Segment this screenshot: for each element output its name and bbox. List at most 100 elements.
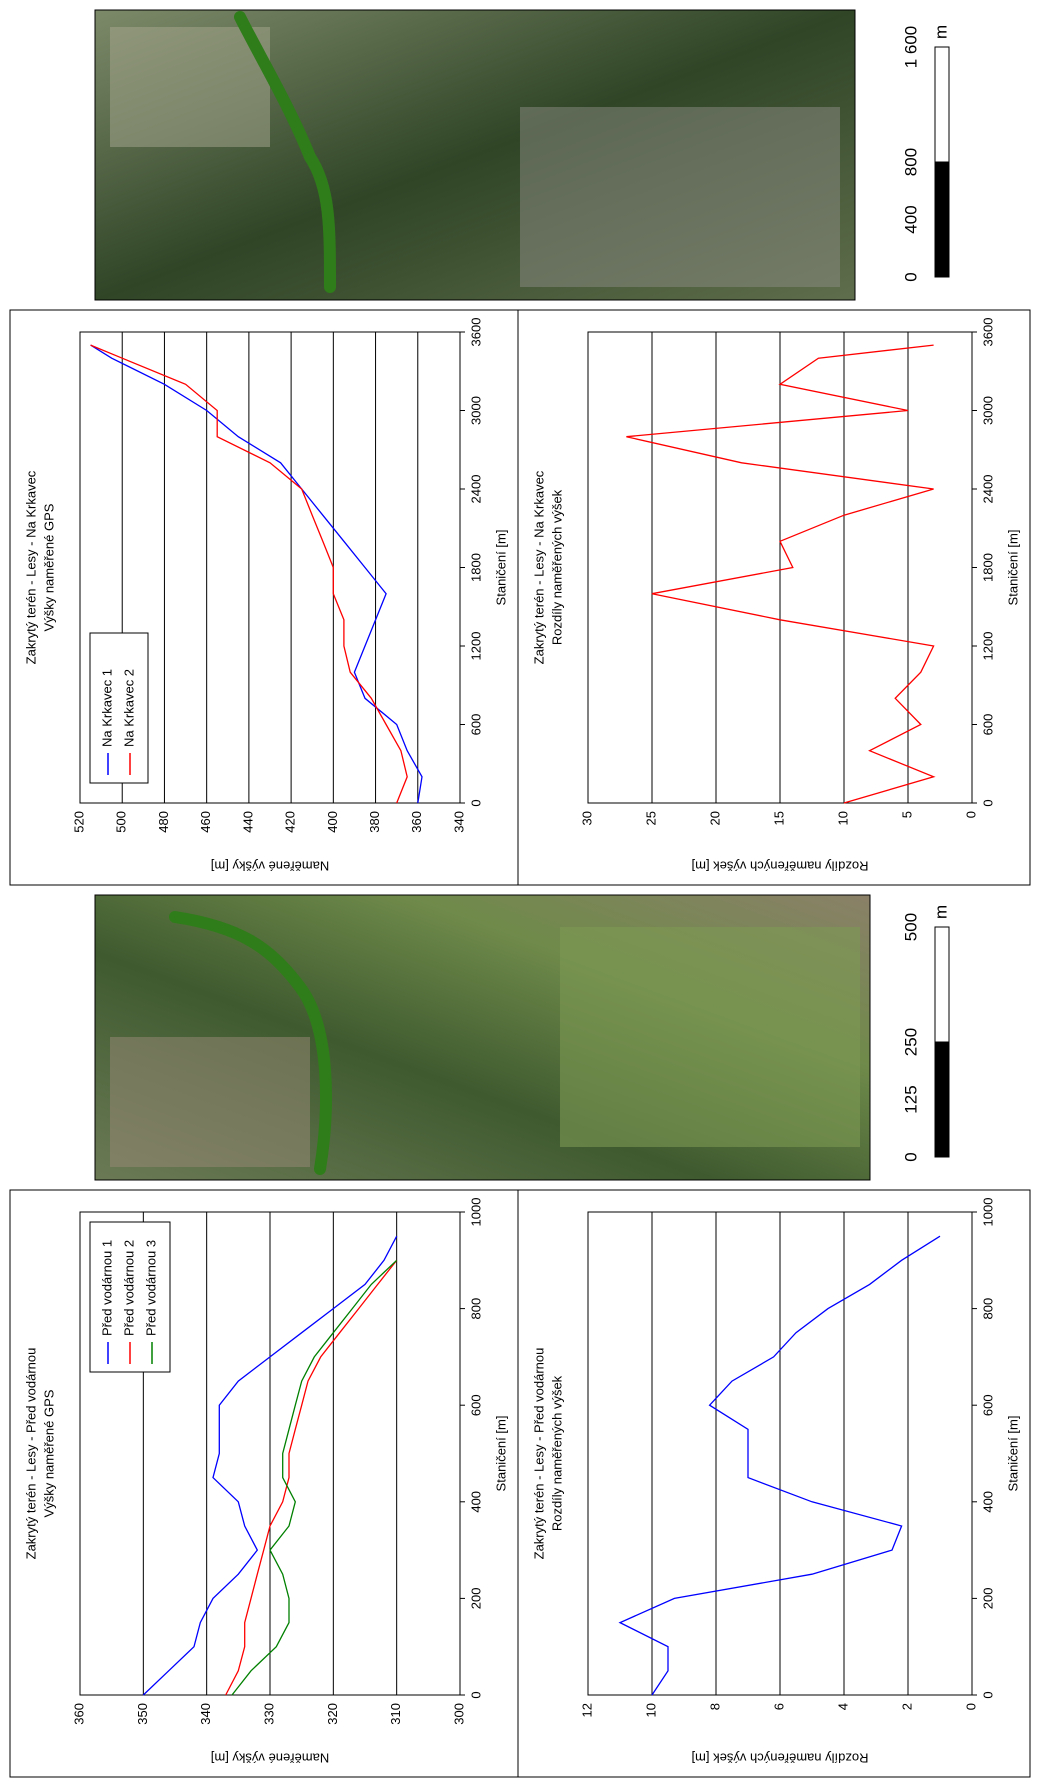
x-tick-label: 2400 [980,475,995,504]
x-tick-label: 600 [980,1394,995,1416]
x-tick-label: 0 [468,799,483,806]
y-tick-label: 0 [963,1703,978,1710]
x-tick-label: 2400 [468,475,483,504]
x-tick-label: 800 [980,1298,995,1320]
y-tick-label: 420 [283,811,298,833]
chart-title: Zakrytý terén - Lesy - Na Krkavec [23,470,38,664]
legend-label: Na Krkavec 1 [99,669,114,747]
x-tick-label: 600 [468,714,483,736]
x-tick-label: 200 [468,1588,483,1610]
scale-label: 400 [901,205,920,233]
scale-label: 0 [901,1152,920,1161]
y-tick-label: 10 [835,811,850,825]
scale-bar-black [934,1041,950,1158]
y-axis-label: Rozdíly naměřených výšek [m] [691,859,868,874]
y-tick-label: 10 [643,1703,658,1717]
y-tick-label: 8 [707,1703,722,1710]
x-tick-label: 0 [980,1691,995,1698]
legend-label: Před vodárnou 1 [99,1240,114,1336]
data-line [225,1259,398,1696]
data-line [90,344,408,804]
panel [517,1189,1031,1778]
scale-label: 500 [901,913,920,941]
chart-subtitle: Rozdíly naměřených výšek [549,1375,564,1531]
y-tick-label: 350 [135,1703,150,1725]
y-tick-label: 340 [451,811,466,833]
x-tick-label: 1800 [980,553,995,582]
y-axis-label: Naměřené výšky [m] [211,859,329,874]
data-line [90,344,423,804]
chart-title: Zakrytý terén - Lesy - Před vodárnou [23,1348,38,1560]
x-tick-label: 3600 [980,318,995,347]
y-tick-label: 5 [899,811,914,818]
plot-frame [79,331,461,804]
y-tick-label: 360 [409,811,424,833]
legend-label: Před vodárnou 2 [121,1240,136,1336]
y-tick-label: 320 [325,1703,340,1725]
y-axis-label: Rozdíly naměřených výšek [m] [691,1751,868,1766]
data-line [618,1235,941,1696]
x-tick-label: 600 [980,714,995,736]
panel [9,1189,519,1778]
x-tick-label: 1000 [468,1198,483,1227]
x-tick-label: 400 [468,1491,483,1513]
x-tick-label: 0 [980,799,995,806]
data-line [626,344,936,804]
y-tick-label: 15 [771,811,786,825]
y-tick-label: 310 [388,1703,403,1725]
plot-frame [587,331,973,804]
route [234,11,336,293]
y-tick-label: 300 [451,1703,466,1725]
scale-label: 250 [901,1028,920,1056]
aerial-fields [560,927,860,1147]
scale-unit: m [931,25,950,39]
plot-frame [79,1211,461,1696]
x-tick-label: 400 [980,1491,995,1513]
y-tick-label: 6 [771,1703,786,1710]
scale-label: 1 600 [901,26,920,69]
data-line [231,1259,398,1696]
scale-bar-white [934,926,950,1043]
scale-label: 800 [901,148,920,176]
x-tick-label: 800 [468,1298,483,1320]
y-axis-label: Naměřené výšky [m] [211,1751,329,1766]
y-tick-label: 30 [579,811,594,825]
y-tick-label: 480 [156,811,171,833]
landscape-sheet: Zakrytý terén - Lesy - Před vodárnou Výšk… [9,9,1031,1778]
scale-label: 0 [901,272,920,281]
y-tick-label: 520 [71,811,86,833]
x-tick-label: 1200 [980,632,995,661]
y-tick-label: 380 [367,811,382,833]
data-line [142,1235,398,1696]
legend-box [89,1221,171,1373]
x-axis-label: Staničení [m] [493,1416,508,1492]
y-tick-label: 400 [325,811,340,833]
chart-title: Zakrytý terén - Lesy - Před vodárnou [531,1348,546,1560]
y-tick-label: 4 [835,1703,850,1710]
x-tick-label: 200 [980,1588,995,1610]
scale-bar-black [934,161,950,278]
legend-box [89,632,149,784]
scale-bar-white [934,46,950,163]
x-axis-label: Staničení [m] [1005,530,1020,606]
x-tick-label: 600 [468,1394,483,1416]
x-tick-label: 1800 [468,553,483,582]
y-tick-label: 25 [643,811,658,825]
plot-frame [587,1211,973,1696]
x-tick-label: 1000 [980,1198,995,1227]
x-axis-label: Staničení [m] [493,530,508,606]
y-tick-label: 460 [198,811,213,833]
x-axis-label: Staničení [m] [1005,1416,1020,1492]
y-tick-label: 500 [114,811,129,833]
panel [9,309,519,886]
y-tick-label: 360 [71,1703,86,1725]
y-tick-label: 440 [240,811,255,833]
chart-subtitle: Výšky naměřené GPS [41,1389,56,1517]
chart-subtitle: Výšky naměřené GPS [41,503,56,631]
legend-label: Na Krkavec 2 [121,669,136,747]
y-tick-label: 340 [198,1703,213,1725]
aerial-town [520,107,840,287]
y-tick-label: 20 [707,811,722,825]
